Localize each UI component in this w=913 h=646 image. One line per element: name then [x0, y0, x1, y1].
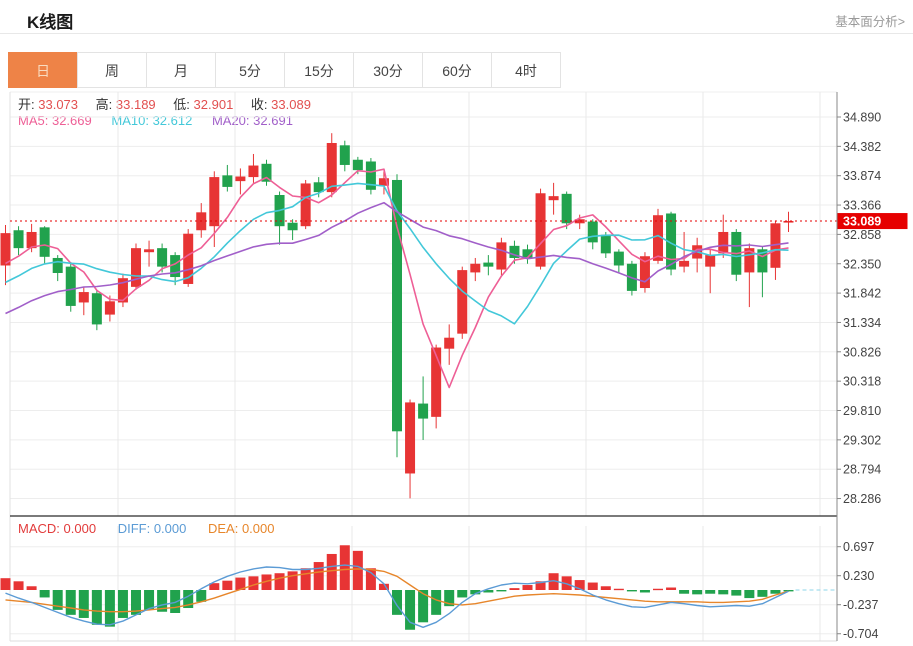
current-price-label: 33.089	[843, 215, 881, 229]
svg-text:0.697: 0.697	[843, 540, 874, 554]
svg-text:-0.704: -0.704	[843, 627, 878, 641]
close-value: 33.089	[271, 97, 311, 112]
header-divider	[0, 33, 913, 34]
dea-value: DEA: 0.000	[207, 521, 275, 536]
svg-text:33.874: 33.874	[843, 169, 881, 183]
svg-text:29.810: 29.810	[843, 404, 881, 418]
low-value: 32.901	[193, 97, 234, 112]
svg-text:32.858: 32.858	[843, 228, 881, 242]
svg-text:32.350: 32.350	[843, 257, 881, 271]
high-value: 33.189	[115, 97, 156, 112]
tab-month[interactable]: 月	[146, 52, 216, 88]
grid-layer	[9, 91, 837, 642]
fundamental-analysis-link[interactable]: 基本面分析>	[835, 15, 905, 29]
svg-text:28.286: 28.286	[843, 492, 881, 506]
svg-text:-0.237: -0.237	[843, 598, 878, 612]
svg-text:31.842: 31.842	[843, 287, 881, 301]
macd-panel-layer	[0, 545, 837, 630]
diff-value: DIFF: 0.000	[117, 521, 187, 536]
price-axis: 34.890 34.382 33.874 33.366 32.858 32.350 31.8…	[836, 92, 881, 641]
ma-lines-layer	[5, 168, 789, 389]
candles-layer	[0, 133, 794, 499]
svg-text:0.230: 0.230	[843, 569, 874, 583]
period-tabbar: 日 周 月 5分 15分 30分 60分 4时	[8, 52, 561, 88]
tab-4hour[interactable]: 4时	[491, 52, 561, 88]
tab-5min[interactable]: 5分	[215, 52, 285, 88]
svg-text:30.826: 30.826	[843, 345, 881, 359]
low-label: 低:	[173, 97, 190, 112]
svg-text:28.794: 28.794	[843, 463, 881, 477]
svg-text:30.318: 30.318	[843, 375, 881, 389]
kline-chart-canvas[interactable]: 34.890 34.382 33.874 33.366 32.858 32.350 31.8…	[0, 90, 913, 646]
svg-text:33.366: 33.366	[843, 199, 881, 213]
tab-60min[interactable]: 60分	[422, 52, 492, 88]
high-label: 高:	[95, 97, 113, 112]
tab-day[interactable]: 日	[8, 52, 78, 88]
page-title: K线图	[27, 13, 74, 32]
macd-readout: MACD: 0.000 DIFF: 0.000 DEA: 0.000	[18, 521, 275, 536]
tab-30min[interactable]: 30分	[353, 52, 423, 88]
svg-text:34.382: 34.382	[843, 140, 881, 154]
open-value: 33.073	[38, 97, 79, 112]
tab-week[interactable]: 周	[77, 52, 147, 88]
current-price-marker: 33.089	[837, 213, 908, 230]
macd-value: MACD: 0.000	[18, 521, 97, 536]
open-label: 开:	[18, 97, 35, 112]
svg-text:34.890: 34.890	[843, 111, 881, 125]
close-label: 收:	[250, 97, 268, 112]
tab-15min[interactable]: 15分	[284, 52, 354, 88]
svg-text:31.334: 31.334	[843, 316, 881, 330]
ohlc-readout: 开: 33.073 高: 33.189 低: 32.901 收: 33.089	[18, 94, 325, 113]
svg-text:29.302: 29.302	[843, 433, 881, 447]
